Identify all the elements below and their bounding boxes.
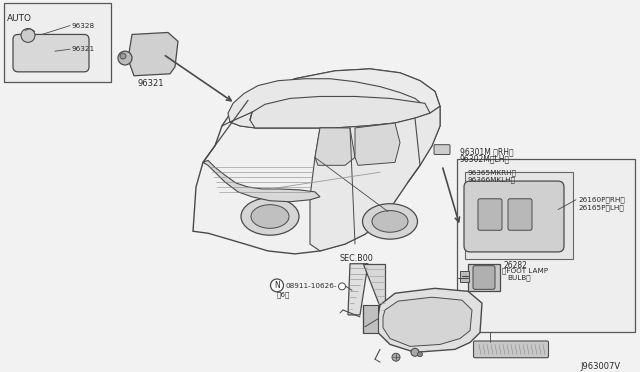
Circle shape: [392, 353, 400, 361]
Polygon shape: [378, 288, 482, 352]
Circle shape: [411, 348, 419, 356]
Polygon shape: [315, 128, 355, 165]
Polygon shape: [228, 79, 430, 128]
Text: 〈FOOT LAMP: 〈FOOT LAMP: [502, 268, 548, 274]
Bar: [457, 160, 635, 331]
Text: 96365MKRH〉: 96365MKRH〉: [468, 169, 517, 176]
Ellipse shape: [362, 204, 417, 239]
FancyBboxPatch shape: [473, 266, 495, 289]
FancyBboxPatch shape: [464, 181, 564, 252]
Text: 96321: 96321: [71, 46, 94, 52]
Text: SEC.B00: SEC.B00: [340, 254, 374, 263]
Text: 96366MKLH〉: 96366MKLH〉: [468, 176, 516, 183]
Text: 96302M〈LH〉: 96302M〈LH〉: [460, 154, 510, 164]
FancyBboxPatch shape: [434, 145, 450, 154]
Polygon shape: [193, 69, 440, 254]
Polygon shape: [250, 96, 430, 128]
FancyBboxPatch shape: [508, 199, 532, 230]
FancyBboxPatch shape: [474, 341, 548, 358]
Bar: [4, 3, 111, 82]
Polygon shape: [355, 123, 400, 165]
Circle shape: [118, 51, 132, 65]
Polygon shape: [348, 264, 368, 315]
Text: 26282: 26282: [504, 261, 528, 270]
Polygon shape: [383, 297, 472, 346]
Circle shape: [417, 352, 422, 357]
FancyBboxPatch shape: [13, 35, 89, 72]
Circle shape: [120, 53, 126, 59]
Text: 26160P〈RH〉: 26160P〈RH〉: [578, 197, 625, 203]
Text: 96328: 96328: [71, 23, 94, 29]
Text: BULB〉: BULB〉: [507, 275, 531, 281]
Polygon shape: [363, 305, 378, 333]
Circle shape: [339, 283, 346, 290]
Text: 96321: 96321: [137, 79, 163, 88]
Polygon shape: [363, 264, 385, 320]
Text: 26165P〈LH〉: 26165P〈LH〉: [578, 205, 624, 211]
Bar: [465, 172, 573, 259]
Polygon shape: [128, 32, 178, 76]
Polygon shape: [203, 160, 320, 202]
Text: N: N: [274, 281, 280, 290]
Circle shape: [271, 279, 284, 292]
Text: AUTO: AUTO: [7, 14, 32, 23]
Polygon shape: [310, 106, 440, 251]
Bar: [460, 270, 469, 282]
Text: 08911-10626-: 08911-10626-: [285, 283, 337, 289]
Ellipse shape: [241, 198, 299, 235]
FancyBboxPatch shape: [478, 199, 502, 230]
Text: 〈6〉: 〈6〉: [277, 291, 291, 298]
Polygon shape: [222, 69, 440, 128]
Text: J963007V: J963007V: [580, 362, 620, 371]
FancyBboxPatch shape: [468, 264, 500, 291]
Circle shape: [21, 29, 35, 42]
Text: 96301M 〈RH〉: 96301M 〈RH〉: [460, 148, 514, 157]
Ellipse shape: [372, 211, 408, 232]
Ellipse shape: [251, 205, 289, 228]
